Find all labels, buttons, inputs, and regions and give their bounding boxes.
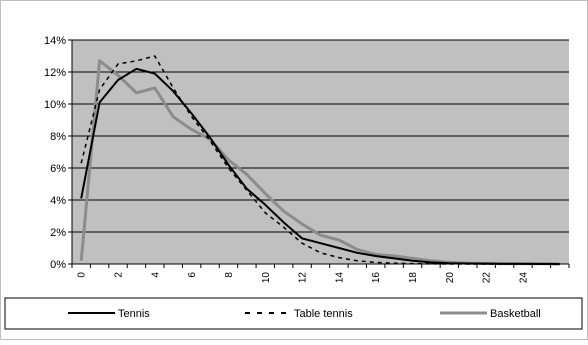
- x-tick-label: 8: [224, 272, 235, 278]
- x-tick-label: 16: [371, 272, 382, 284]
- series-line-tennis: [80, 67, 560, 265]
- y-tick-label: 4%: [50, 195, 66, 207]
- legend-label-tennis: Tennis: [118, 308, 150, 320]
- y-tick-label: 6%: [50, 163, 66, 175]
- y-tick-label: 14%: [44, 35, 66, 47]
- x-axis-ticks: 0 2 4 6 8 10 12 14 16 18 20 22 24: [71, 264, 570, 284]
- y-tick-label: 8%: [50, 131, 66, 143]
- x-tick-label: 12: [298, 272, 309, 284]
- x-tick-label: 14: [334, 272, 345, 284]
- plot-area: [72, 40, 569, 264]
- y-tick-label: 0%: [50, 259, 66, 271]
- x-tick-label: 6: [187, 272, 198, 278]
- x-tick-label: 20: [445, 272, 456, 284]
- x-tick-label: 4: [150, 272, 161, 278]
- series-lines: [79, 55, 560, 266]
- x-tick-label: 2: [114, 272, 125, 278]
- x-tick-label: 10: [261, 272, 272, 284]
- y-tick-label: 10%: [44, 99, 66, 111]
- x-tick-label: 0: [77, 272, 88, 278]
- y-tick-label: 12%: [44, 67, 66, 79]
- x-tick-label: 24: [518, 272, 529, 284]
- legend-label-table-tennis: Table tennis: [294, 308, 353, 320]
- legend-label-basketball: Basketball: [490, 308, 541, 320]
- x-tick-label: 22: [482, 272, 493, 284]
- x-tick-label: 18: [408, 272, 419, 284]
- gridlines: [72, 39, 569, 233]
- legend: Tennis Table tennis Basketball: [4, 297, 583, 330]
- y-axis-ticks: 0% 2% 4% 6% 8% 10% 12% 14%: [44, 35, 72, 271]
- y-tick-label: 2%: [50, 227, 66, 239]
